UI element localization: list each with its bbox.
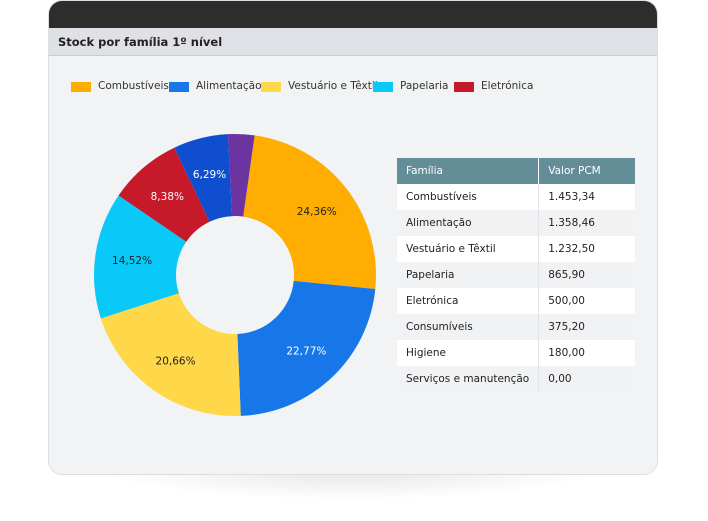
legend-swatch [71, 82, 91, 92]
cell-valor-pcm: 1.232,50 [538, 236, 635, 262]
donut-chart: 24,36% 22,77% 20,66% 14,52% 8,38% 6,29% [93, 134, 376, 416]
cell-familia: Eletrónica [397, 288, 540, 314]
donut-slice[interactable] [243, 135, 376, 289]
legend-label: Alimentação [196, 80, 262, 92]
cell-valor-pcm: 0,00 [538, 366, 635, 392]
donut-slice[interactable] [100, 293, 241, 416]
legend-label: Eletrónica [481, 80, 534, 92]
column-header-valor-pcm: Valor PCM [538, 158, 635, 184]
cell-valor-pcm: 865,90 [538, 262, 635, 288]
donut-slice[interactable] [237, 280, 376, 416]
table-row: Papelaria 865,90 [397, 262, 635, 288]
table-row: Combustíveis 1.453,34 [397, 184, 635, 210]
cell-familia: Vestuário e Têxtil [397, 236, 540, 262]
legend-swatch [261, 82, 281, 92]
cell-familia: Higiene [397, 340, 540, 366]
column-header-familia: Família [397, 158, 540, 184]
cell-familia: Serviços e manutenção [397, 366, 540, 392]
slice-label: 24,36% [297, 206, 337, 218]
cell-valor-pcm: 1.453,34 [538, 184, 635, 210]
donut-slice[interactable] [174, 134, 233, 222]
legend-swatch [169, 82, 189, 92]
cell-familia: Consumíveis [397, 314, 540, 340]
table-header-row: Família Valor PCM [397, 158, 635, 184]
table-body: Combustíveis 1.453,34 Alimentação 1.358,46 V… [397, 184, 635, 392]
legend-label: Combustíveis [98, 80, 169, 92]
cell-familia: Papelaria [397, 262, 540, 288]
table-row: Higiene 180,00 [397, 340, 635, 366]
cell-valor-pcm: 375,20 [538, 314, 635, 340]
cell-valor-pcm: 1.358,46 [538, 210, 635, 236]
donut-slice[interactable] [93, 195, 187, 319]
table-row: Alimentação 1.358,46 [397, 210, 635, 236]
cell-familia: Alimentação [397, 210, 540, 236]
card-header: Stock por família 1º nível [49, 28, 657, 56]
donut-slice[interactable] [118, 147, 210, 242]
cell-valor-pcm: 500,00 [538, 288, 635, 314]
slice-label: 22,77% [286, 346, 326, 358]
cell-valor-pcm: 180,00 [538, 340, 635, 366]
window-top-bar [49, 1, 657, 28]
legend-swatch [373, 82, 393, 92]
table-row: Consumíveis 375,20 [397, 314, 635, 340]
cell-familia: Combustíveis [397, 184, 540, 210]
slice-label: 6,29% [193, 169, 226, 181]
table-row: Eletrónica 500,00 [397, 288, 635, 314]
donut-slice[interactable] [227, 134, 255, 217]
slice-label: 20,66% [156, 355, 196, 367]
dashboard-card: Stock por família 1º nível Combustíveis A… [48, 0, 658, 475]
slice-label: 8,38% [151, 191, 184, 203]
family-table: Família Valor PCM Combustíveis 1.453,34 Al… [397, 158, 635, 392]
slice-label: 14,52% [112, 255, 152, 267]
table-row: Serviços e manutenção 0,00 [397, 366, 635, 392]
legend-label: Vestuário e Têxtil [288, 80, 378, 92]
table-row: Vestuário e Têxtil 1.232,50 [397, 236, 635, 262]
legend-label: Papelaria [400, 80, 449, 92]
card-title: Stock por família 1º nível [58, 35, 223, 49]
legend-swatch [454, 82, 474, 92]
